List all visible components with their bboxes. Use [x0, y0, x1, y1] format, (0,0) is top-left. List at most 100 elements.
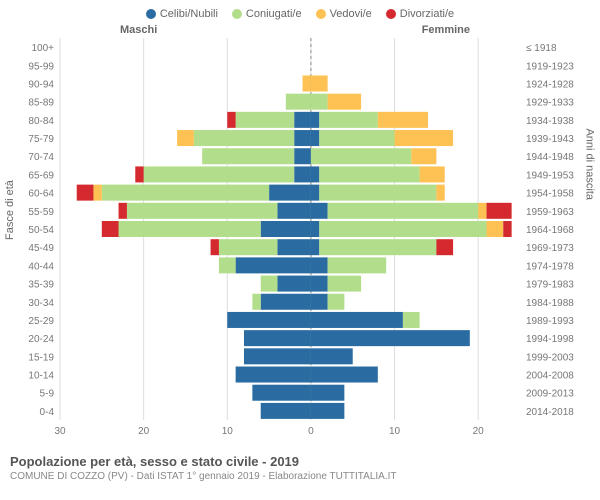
bar-male [261, 403, 311, 419]
svg-text:20: 20 [138, 426, 150, 437]
bar-male [277, 203, 310, 219]
year-label: 1924-1928 [526, 79, 574, 90]
age-label: 90-94 [28, 79, 54, 90]
bar-female [328, 294, 345, 310]
year-label: 1964-1968 [526, 225, 574, 236]
legend-item: Celibi/Nubili [146, 8, 218, 20]
age-label: 70-74 [28, 152, 54, 163]
bar-female [328, 94, 361, 110]
bar-male [119, 203, 127, 219]
bar-female [311, 312, 403, 328]
bar-female [311, 203, 328, 219]
age-label: 5-9 [40, 389, 55, 400]
bar-male [236, 112, 295, 128]
bar-male [261, 221, 311, 237]
legend-label: Coniugati/e [246, 8, 302, 20]
age-label: 65-69 [28, 170, 54, 181]
bar-female [378, 112, 428, 128]
bar-female [436, 239, 453, 255]
year-label: 1949-1953 [526, 170, 574, 181]
age-label: 100+ [31, 43, 54, 54]
female-label: Femmine [422, 24, 470, 36]
bar-female [311, 185, 319, 201]
year-label: ≤ 1918 [526, 43, 557, 54]
bar-female [311, 257, 328, 273]
year-label: 1994-1998 [526, 334, 574, 345]
year-label: 1989-1993 [526, 316, 574, 327]
bar-female [487, 221, 504, 237]
year-label: 1929-1933 [526, 98, 574, 109]
legend-item: Coniugati/e [232, 8, 302, 20]
chart-title: Popolazione per età, sesso e stato civil… [10, 454, 590, 469]
bar-female [311, 239, 319, 255]
age-label: 25-29 [28, 316, 54, 327]
bar-male [294, 130, 311, 146]
bar-male [252, 294, 260, 310]
bar-female [311, 130, 319, 146]
bar-female [319, 239, 436, 255]
age-label: 75-79 [28, 134, 54, 145]
bar-female [403, 312, 420, 328]
bar-male [252, 385, 311, 401]
bar-male [227, 312, 311, 328]
bar-female [420, 166, 445, 182]
bar-male [211, 239, 219, 255]
bar-male [194, 130, 294, 146]
bar-female [319, 221, 486, 237]
y-axis-left-title: Fasce di età [4, 180, 16, 240]
bar-female [311, 348, 353, 364]
svg-text:30: 30 [54, 426, 66, 437]
bar-female [395, 130, 454, 146]
year-label: 1979-1983 [526, 280, 574, 291]
year-label: 1944-1948 [526, 152, 574, 163]
bar-male [236, 257, 311, 273]
bar-female [328, 276, 361, 292]
bar-female [328, 203, 479, 219]
year-label: 1919-1923 [526, 61, 574, 72]
bar-female [311, 385, 344, 401]
year-label: 1939-1943 [526, 134, 574, 145]
bar-male [227, 112, 235, 128]
bar-female [311, 112, 319, 128]
bar-female [436, 185, 444, 201]
bar-male [277, 276, 310, 292]
bar-male [261, 294, 311, 310]
svg-text:10: 10 [222, 426, 234, 437]
year-label: 1954-1958 [526, 189, 574, 200]
bar-female [411, 148, 436, 164]
bar-female [328, 257, 387, 273]
bar-male [286, 94, 311, 110]
legend-swatch [316, 9, 326, 19]
bar-female [311, 75, 328, 91]
chart-footer: Popolazione per età, sesso e stato civil… [0, 448, 600, 486]
bar-male [102, 185, 269, 201]
year-label: 1934-1938 [526, 116, 574, 127]
plot-area: 30201001020100+≤ 191895-991919-192390-94… [0, 38, 600, 448]
bar-female [503, 221, 511, 237]
bar-female [311, 221, 319, 237]
legend-swatch [386, 9, 396, 19]
age-label: 60-64 [28, 189, 54, 200]
legend-label: Vedovi/e [330, 8, 372, 20]
bar-male [261, 276, 278, 292]
legend-swatch [232, 9, 242, 19]
age-label: 35-39 [28, 280, 54, 291]
bar-female [311, 367, 378, 383]
legend-label: Celibi/Nubili [160, 8, 218, 20]
year-label: 1969-1973 [526, 243, 574, 254]
bar-male [236, 367, 311, 383]
age-label: 40-44 [28, 261, 54, 272]
gender-header: Maschi Femmine [0, 24, 600, 38]
bar-female [311, 403, 344, 419]
bar-male [303, 75, 311, 91]
bar-female [487, 203, 512, 219]
bar-male [127, 203, 278, 219]
legend-item: Divorziati/e [386, 8, 454, 20]
bar-male [119, 221, 261, 237]
year-label: 1984-1988 [526, 298, 574, 309]
bar-male [135, 166, 143, 182]
year-label: 1959-1963 [526, 207, 574, 218]
year-label: 2004-2008 [526, 371, 574, 382]
year-label: 1974-1978 [526, 261, 574, 272]
svg-text:10: 10 [389, 426, 401, 437]
